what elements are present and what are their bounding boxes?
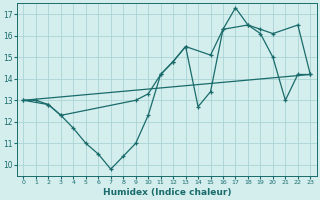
- X-axis label: Humidex (Indice chaleur): Humidex (Indice chaleur): [103, 188, 231, 197]
